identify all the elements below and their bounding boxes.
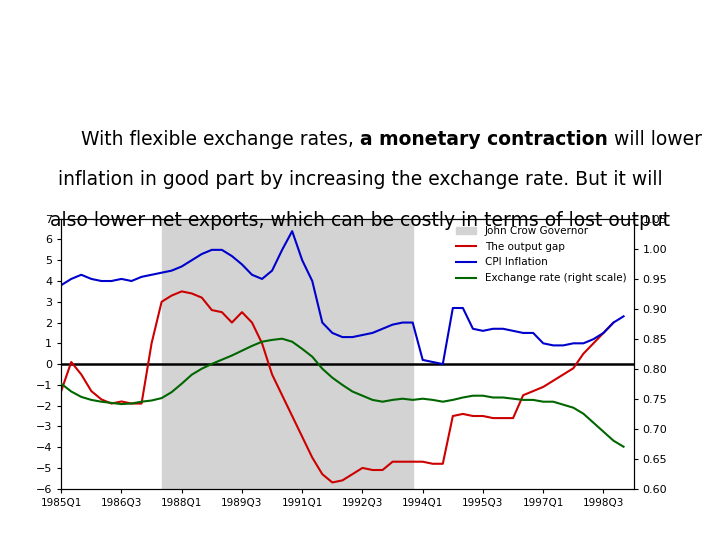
Text: also lower net exports, which can be costly in terms of lost output: also lower net exports, which can be cos… (50, 211, 670, 229)
Text: a monetary contraction: a monetary contraction (360, 130, 608, 148)
Bar (161, 219, 413, 489)
Legend: John Crow Governor, The output gap, CPI Inflation, Exchange rate (right scale): John Crow Governor, The output gap, CPI … (451, 222, 631, 287)
Text: will lower: will lower (608, 130, 702, 148)
Text: With flexible exchange rates,: With flexible exchange rates, (81, 130, 360, 148)
Text: inflation in good part by increasing the exchange rate. But it will: inflation in good part by increasing the… (58, 170, 662, 189)
